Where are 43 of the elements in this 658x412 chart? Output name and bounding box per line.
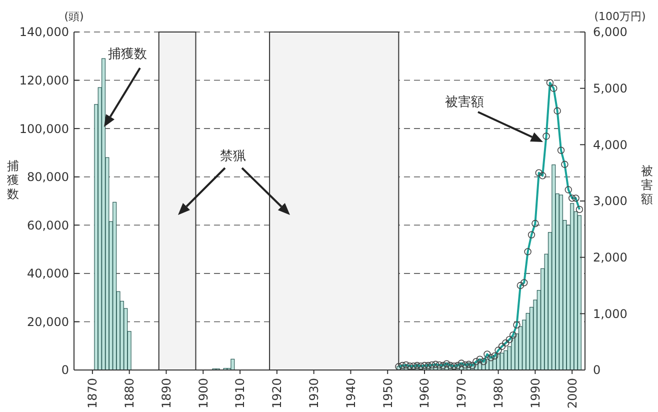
y2-tick-label: 6,000	[593, 25, 628, 40]
x-tick-label: 2000	[565, 378, 580, 409]
x-tick-label: 1900	[196, 378, 210, 409]
bar	[102, 58, 106, 370]
x-tick-label: 1890	[159, 378, 174, 409]
y2-tick-label: 1,000	[593, 306, 628, 321]
x-tick-label: 1940	[344, 378, 358, 409]
y-tick-label: 40,000	[27, 266, 69, 281]
y-tick-label: 140,000	[19, 25, 69, 40]
bar	[230, 358, 235, 370]
x-tick-label: 1910	[233, 378, 248, 409]
annotation: 禁猟	[220, 149, 246, 164]
x-tick-label: 1980	[491, 378, 506, 409]
x-tick-label: 1960	[418, 378, 432, 409]
bar	[577, 215, 582, 370]
y-axis-title: 捕獲数	[108, 47, 147, 62]
y-tick-label: 0	[61, 363, 69, 378]
y-tick-label: 100,000	[19, 122, 69, 136]
text: 被害額	[641, 164, 653, 206]
y-tick-label: 20,000	[27, 314, 69, 329]
y2-axis-title: 被害額	[445, 94, 484, 110]
y2-tick-label: 3,000	[593, 194, 628, 208]
x-tick-label: 1950	[380, 378, 395, 409]
y2-tick-label: 0	[593, 363, 601, 378]
y-tick-label: 60,000	[27, 218, 69, 232]
y2-tick-label: 2,000	[593, 250, 628, 265]
x-tick-label: 1920	[270, 378, 284, 409]
x-tick-label: 1870	[86, 378, 100, 409]
text: (頭)	[64, 10, 84, 23]
y2-tick-label: 4,000	[593, 138, 628, 152]
text: 捕獲数	[7, 159, 19, 201]
x-tick-label: 1990	[528, 378, 542, 409]
x-tick-label: 1880	[122, 378, 137, 409]
x-tick-label: 1970	[454, 378, 469, 409]
y-tick-label: 80,000	[27, 170, 69, 184]
bar	[112, 202, 117, 370]
y-tick-label: 120,000	[19, 73, 69, 88]
bar	[552, 164, 556, 370]
bar	[570, 203, 574, 370]
y2-tick-label: 5,000	[593, 82, 628, 96]
x-tick-label: 1930	[307, 378, 322, 409]
bar	[504, 350, 508, 370]
text: (100万円)	[594, 10, 646, 23]
